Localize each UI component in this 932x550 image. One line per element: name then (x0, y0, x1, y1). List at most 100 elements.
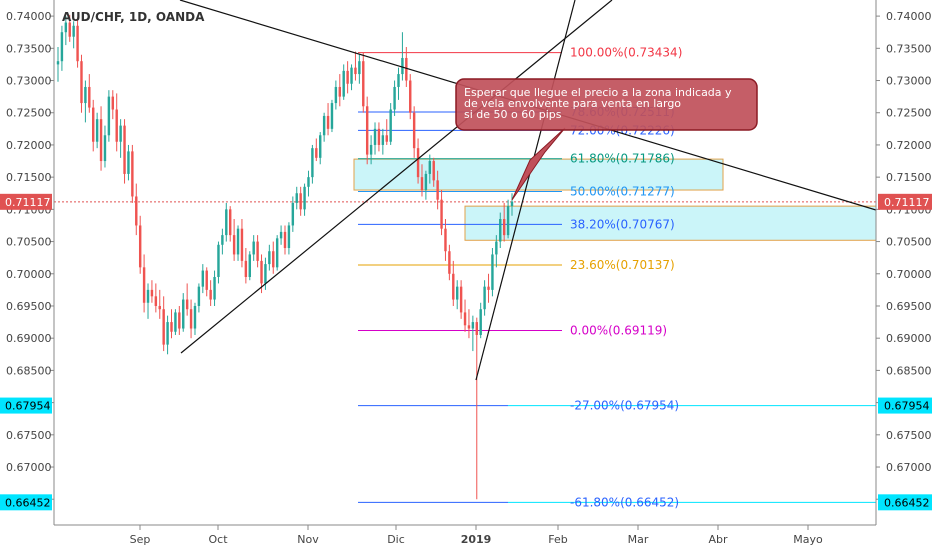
candle-body (291, 202, 295, 226)
candle-body (56, 61, 60, 65)
trend-line-steep (475, 0, 576, 381)
candle-body (72, 25, 75, 37)
x-tick-label: Dic (387, 533, 405, 546)
y-tick-label-right: 0.68500 (886, 364, 932, 377)
candle-body (432, 161, 435, 181)
candle-body (138, 225, 142, 268)
candle-body (381, 135, 385, 145)
y-tick-label-left: 0.74000 (6, 10, 52, 23)
left-price-tag (0, 494, 52, 511)
chart-title: AUD/CHF, 1D, OANDA (62, 10, 205, 24)
candle-body (64, 22, 68, 33)
y-tick-label-left: 0.67500 (6, 429, 52, 442)
candle-body (150, 289, 154, 297)
candle-body (268, 251, 271, 265)
candle-body (76, 25, 79, 62)
y-tick-label-left: 0.70500 (6, 236, 52, 249)
right-price-tag-label: 0.66452 (884, 496, 930, 509)
candle-body (201, 270, 205, 287)
x-tick-label: Sep (130, 533, 151, 546)
candle-body (491, 254, 494, 290)
candle-body (471, 322, 475, 329)
candle-body (158, 305, 161, 310)
y-tick-label-right: 0.71500 (886, 171, 932, 184)
candle-body (487, 286, 490, 290)
candle-body (166, 322, 169, 345)
candle-body (193, 305, 197, 329)
candle-body (506, 206, 510, 236)
y-tick-label-left: 0.70000 (6, 268, 52, 281)
candlestick-series (56, 14, 514, 500)
fib-level-label: 0.00%(0.69119) (570, 324, 667, 338)
candle-body (342, 70, 345, 97)
candle-body (295, 193, 298, 203)
y-tick-label-right: 0.70000 (886, 268, 932, 281)
candle-body (217, 244, 220, 277)
candle-body (311, 148, 314, 178)
candle-body (467, 325, 471, 329)
supply-zone-lower (464, 205, 877, 241)
candle-body (197, 286, 201, 306)
right-price-tag (878, 193, 932, 210)
left-price-tag (0, 397, 52, 414)
candle-body (299, 193, 302, 210)
fib-level-label: 38.20%(0.70767) (570, 217, 675, 231)
y-tick-label-right: 0.74000 (886, 10, 932, 23)
y-tick-label-left: 0.72500 (6, 107, 52, 120)
candle-body (228, 209, 232, 236)
y-tick-label-right: 0.67500 (886, 429, 932, 442)
candle-body (244, 260, 248, 277)
y-tick-label-left: 0.71500 (6, 171, 52, 184)
annotation-callout: Esperar que llegue el precio a la zona i… (455, 78, 758, 201)
candle-body (131, 151, 134, 197)
candle-body (401, 57, 404, 75)
fib-level-label: 23.60%(0.70137) (570, 258, 675, 272)
candle-body (213, 276, 216, 300)
candle-body (338, 86, 342, 97)
candle-body (397, 74, 400, 87)
candle-body (283, 231, 287, 249)
candle-body (135, 196, 138, 226)
candle-body (174, 312, 177, 332)
candle-body (92, 107, 95, 142)
fib-level-label: -61.80%(0.66452) (570, 495, 679, 509)
candle-body (463, 312, 467, 326)
candle-body (123, 125, 126, 174)
fib-level-label: 100.00%(0.73434) (570, 46, 682, 60)
candle-body (369, 144, 373, 155)
candle-body (495, 241, 498, 255)
candle-body (119, 125, 122, 142)
candle-body (178, 312, 181, 329)
x-tick-label: Oct (208, 533, 228, 546)
candle-body (88, 86, 91, 108)
y-tick-label-right: 0.72500 (886, 107, 932, 120)
candle-body (459, 286, 463, 313)
y-tick-label-right: 0.69000 (886, 332, 932, 345)
candle-body (373, 128, 377, 145)
candle-body (510, 201, 514, 207)
x-tick-label: 2019 (461, 533, 492, 546)
price-tags: 0.71117 0.67954 0.66452 0.71117 0.67954 0.664… (0, 193, 932, 511)
candle-body (95, 119, 99, 142)
candle-body (420, 177, 424, 191)
candle-body (354, 67, 357, 75)
candle-body (99, 119, 103, 162)
supply-zone-upper (353, 158, 724, 191)
left-price-tag-label: 0.67954 (5, 400, 51, 413)
candle-body (142, 267, 146, 303)
candle-body (225, 209, 228, 236)
candle-body (170, 322, 173, 332)
candle-body (448, 251, 451, 274)
candle-body (315, 148, 318, 158)
fib-level-label: 61.80%(0.71786) (570, 152, 675, 166)
candle-body (436, 180, 439, 200)
candle-body (365, 106, 369, 155)
candle-body (409, 80, 412, 113)
y-tick-label-right: 0.70500 (886, 236, 932, 249)
candle-body (272, 251, 275, 268)
candle-body (189, 309, 193, 329)
candle-body (319, 135, 322, 158)
right-price-tag-label: 0.71117 (884, 196, 930, 209)
y-tick-label-right: 0.67000 (886, 461, 932, 474)
